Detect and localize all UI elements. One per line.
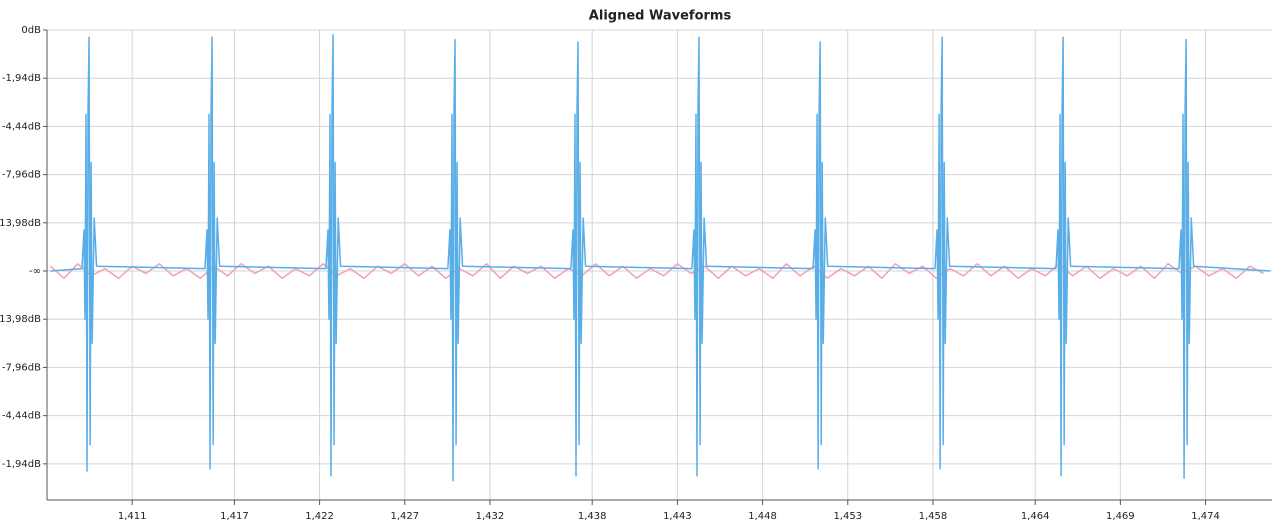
x-tick-label: 1,432 xyxy=(476,511,505,522)
x-tick-label: 1,464 xyxy=(1021,511,1050,522)
x-tick-label: 1,458 xyxy=(919,511,948,522)
x-tick-label: 1,469 xyxy=(1106,511,1135,522)
y-tick-label: -1,94dB xyxy=(2,459,41,470)
x-tick-label: 1,438 xyxy=(578,511,607,522)
x-tick-label: 1,417 xyxy=(220,511,249,522)
waveform-line xyxy=(50,34,1271,482)
y-tick-label: -1,94dB xyxy=(2,73,41,84)
x-tick-label: 1,427 xyxy=(390,511,419,522)
x-tick-label: 1,422 xyxy=(305,511,334,522)
x-tick-label: 1,474 xyxy=(1191,511,1220,522)
chart-title: Aligned Waveforms xyxy=(589,9,732,24)
y-tick-label: -4,44dB xyxy=(2,411,41,422)
x-tick-label: 1,448 xyxy=(748,511,777,522)
y-tick-label: -4,44dB xyxy=(2,121,41,132)
x-tick-label: 1,453 xyxy=(833,511,862,522)
y-tick-label: -13,98dB xyxy=(0,314,41,325)
x-tick-label: 1,443 xyxy=(663,511,692,522)
y-tick-label: 0dB xyxy=(21,25,41,36)
y-tick-label: -7,96dB xyxy=(2,170,41,181)
y-tick-label: -7,96dB xyxy=(2,362,41,373)
x-tick-label: 1,411 xyxy=(118,511,147,522)
y-tick-label: -∞ xyxy=(29,266,41,277)
y-tick-label: -13,98dB xyxy=(0,218,41,229)
